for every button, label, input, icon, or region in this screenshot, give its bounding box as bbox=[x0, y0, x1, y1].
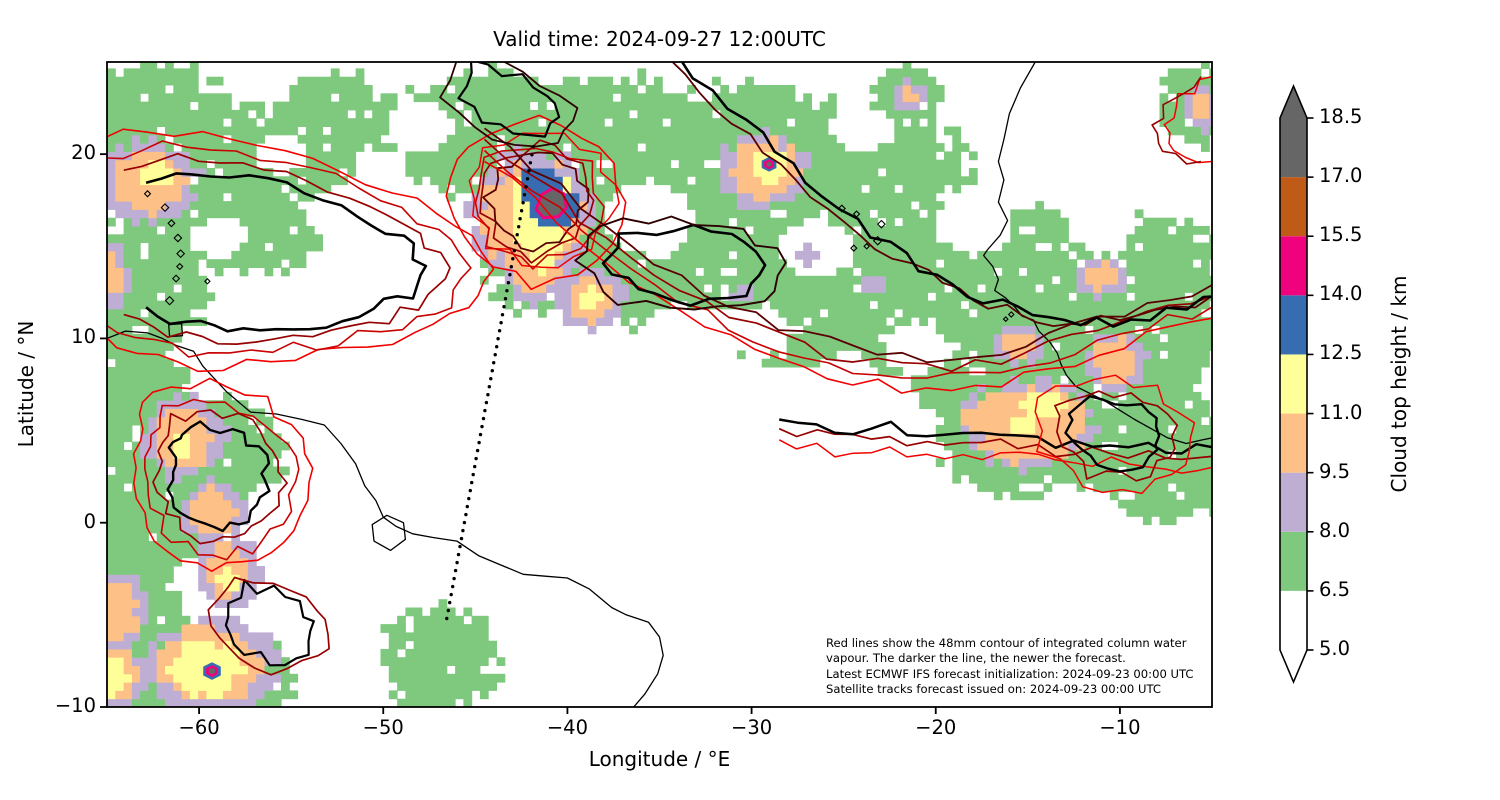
map-plot-area bbox=[107, 62, 1212, 707]
island-outline bbox=[173, 233, 183, 243]
island-outline bbox=[863, 242, 871, 250]
y-tick-label: 20 bbox=[71, 141, 96, 165]
colorbar-label: Cloud top height / km bbox=[1387, 275, 1411, 493]
annotation-line: vapour. The darker the line, the newer t… bbox=[826, 651, 1126, 666]
island-outline bbox=[176, 262, 184, 271]
coastline bbox=[371, 514, 407, 552]
colorbar-segment bbox=[1280, 236, 1307, 296]
x-tick-label: −40 bbox=[546, 716, 588, 739]
coastline bbox=[107, 330, 664, 707]
colorbar-tick-label: 17.0 bbox=[1319, 164, 1363, 188]
iwv-48mm-contour bbox=[166, 420, 271, 533]
colorbar-tick-label: 11.0 bbox=[1319, 400, 1363, 424]
iwv-48mm-contour bbox=[123, 152, 451, 345]
iwv-48mm-contour bbox=[144, 398, 300, 561]
colorbar bbox=[1279, 83, 1314, 685]
plot-title: Valid time: 2024-09-27 12:00UTC bbox=[493, 27, 826, 51]
y-tick-label: −10 bbox=[54, 694, 96, 717]
colorbar-tick-label: 8.0 bbox=[1319, 518, 1351, 542]
colorbar-segment bbox=[1280, 531, 1307, 591]
island-outline bbox=[167, 219, 176, 228]
iwv-48mm-contour bbox=[671, 62, 1212, 327]
island-outline bbox=[1007, 311, 1015, 318]
iwv-48mm-contour bbox=[207, 576, 330, 676]
iwv-48mm-contour bbox=[468, 132, 620, 269]
colorbar-over-arrow bbox=[1280, 86, 1307, 118]
iwv-48mm-contour bbox=[1163, 75, 1212, 164]
iwv-48mm-contour bbox=[778, 439, 1212, 474]
iwv-48mm-contour bbox=[1151, 76, 1202, 165]
colorbar-tick-label: 15.5 bbox=[1319, 223, 1363, 247]
colorbar-segment bbox=[1280, 413, 1307, 473]
axes-frame bbox=[100, 61, 1213, 714]
island-outline bbox=[171, 274, 181, 283]
iwv-48mm-contour bbox=[680, 62, 1212, 328]
colorbar-segment bbox=[1280, 472, 1307, 532]
annotation-line: Satellite tracks forecast issued on: 202… bbox=[826, 682, 1161, 697]
colorbar-segment bbox=[1280, 118, 1307, 178]
small-convection-cell bbox=[766, 161, 772, 167]
iwv-48mm-contour bbox=[778, 418, 1212, 455]
iwv-48mm-contour bbox=[1064, 395, 1161, 473]
island-outline bbox=[204, 277, 211, 285]
iwv-48mm-contour bbox=[445, 114, 627, 291]
colorbar-under-arrow bbox=[1280, 650, 1307, 682]
iwv-48mm-contour bbox=[152, 409, 288, 545]
colorbar-tick-label: 18.5 bbox=[1319, 105, 1363, 128]
colorbar-segment bbox=[1280, 354, 1307, 414]
colorbar-tick-label: 6.5 bbox=[1319, 577, 1351, 601]
iwv-48mm-contour bbox=[483, 149, 1212, 379]
iwv-48mm-contour bbox=[474, 147, 605, 270]
annotation-box: Red lines show the 48mm contour of integ… bbox=[826, 636, 1194, 698]
iwv-48mm-contour bbox=[1034, 374, 1196, 495]
y-tick-label: 0 bbox=[83, 509, 96, 533]
colorbar-tick-label: 5.0 bbox=[1319, 637, 1351, 660]
iwv-48mm-contour bbox=[145, 172, 428, 333]
iwv-48mm-contour bbox=[1054, 390, 1179, 482]
iwv-48mm-contour bbox=[132, 377, 314, 572]
colorbar-tick-label: 12.5 bbox=[1319, 341, 1363, 365]
x-tick-label: −30 bbox=[731, 716, 773, 739]
iwv-48mm-contour bbox=[457, 62, 561, 138]
cloud-top-fill-layer bbox=[107, 62, 1212, 707]
iwv-48mm-contour bbox=[483, 138, 1212, 373]
y-tick-label: 10 bbox=[71, 325, 96, 349]
colorbar-segment bbox=[1280, 295, 1307, 355]
island-outline bbox=[876, 219, 886, 229]
colorbar-segment bbox=[1280, 590, 1307, 650]
colorbar-tick-label: 9.5 bbox=[1319, 459, 1351, 483]
iwv-48mm-contour bbox=[224, 578, 315, 667]
island-outline bbox=[160, 203, 170, 213]
island-outline bbox=[176, 249, 186, 259]
annotation-line: Latest ECMWF IFS forecast initialization… bbox=[826, 666, 1194, 681]
x-tick-label: −50 bbox=[362, 716, 404, 739]
iwv-48mm-contour bbox=[574, 215, 787, 311]
island-outline bbox=[164, 295, 175, 306]
iwv-48mm-contour bbox=[482, 151, 590, 253]
island-outline bbox=[143, 190, 152, 198]
colorbar-segment bbox=[1280, 177, 1307, 237]
x-tick-label: −20 bbox=[915, 716, 957, 739]
x-tick-label: −60 bbox=[178, 716, 220, 739]
satellite-track bbox=[445, 145, 535, 621]
colorbar-tick-label: 14.0 bbox=[1319, 282, 1363, 306]
x-axis-label: Longitude / °E bbox=[588, 747, 731, 771]
x-tick-label: −10 bbox=[1099, 716, 1141, 739]
storm-core-layer bbox=[203, 156, 777, 680]
iwv-48mm-contour bbox=[439, 62, 579, 148]
iwv-48mm-contour bbox=[107, 128, 495, 373]
iwv-48mm-contour bbox=[107, 140, 472, 358]
iwv-contour-layer bbox=[107, 62, 1212, 676]
small-convection-cell bbox=[208, 667, 216, 675]
iwv-48mm-contour bbox=[479, 139, 595, 264]
annotation-line: Red lines show the 48mm contour of integ… bbox=[826, 636, 1187, 650]
island-outline bbox=[1002, 316, 1009, 323]
island-outline bbox=[850, 244, 858, 252]
